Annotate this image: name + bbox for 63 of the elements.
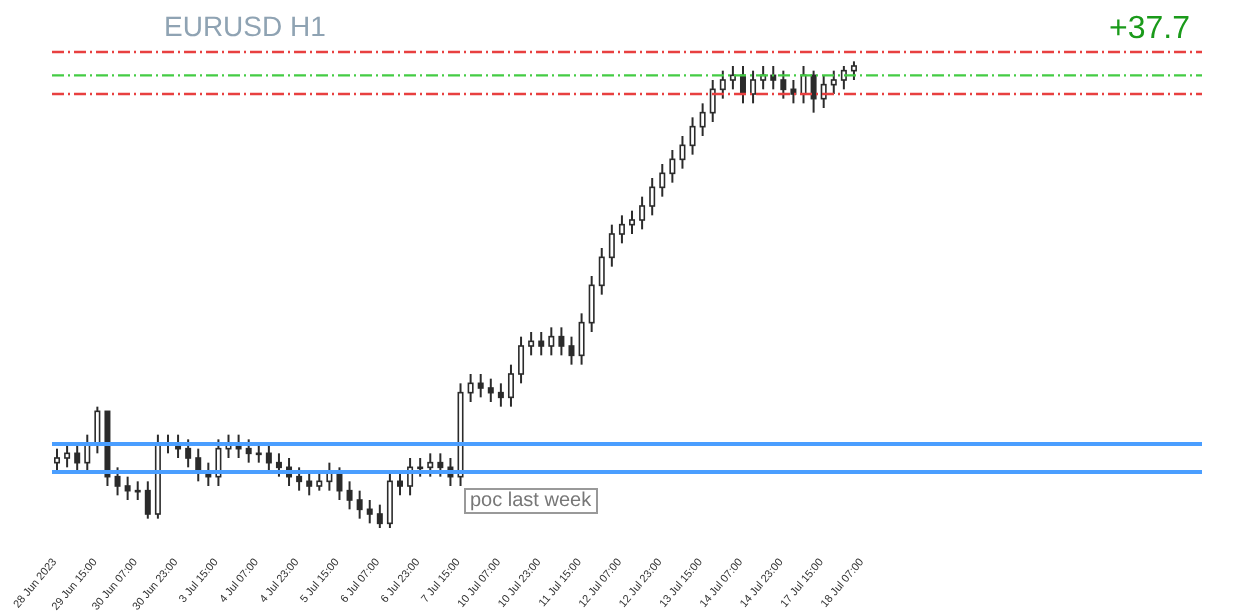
candlestick: [780, 69, 787, 100]
candlestick: [487, 377, 494, 403]
annotation: poc last week: [464, 488, 598, 514]
candlestick: [729, 65, 736, 91]
candlestick: [386, 471, 393, 528]
candlestick: [497, 382, 504, 408]
candlestick: [558, 326, 565, 357]
candlestick: [245, 438, 252, 464]
candlestick: [618, 214, 625, 245]
candlestick: [74, 443, 81, 473]
candlestick: [397, 471, 403, 497]
candlestick: [538, 331, 545, 357]
candlestick: [810, 69, 817, 114]
candlestick: [477, 373, 484, 399]
candlestick: [518, 335, 525, 385]
candlestick: [316, 471, 323, 492]
candlestick: [568, 335, 575, 366]
candlestick: [649, 177, 656, 217]
candlestick: [185, 438, 192, 469]
candlestick: [830, 69, 837, 95]
candlestick: [770, 65, 777, 91]
candlestick: [679, 135, 686, 170]
candlestick: [346, 480, 353, 511]
candlestick: [629, 209, 636, 235]
candlestick: [64, 443, 71, 469]
candlestick: [790, 79, 797, 105]
candlestick: [850, 60, 857, 81]
candlestick: [750, 69, 757, 105]
candlestick: [306, 471, 313, 497]
candlestick: [699, 102, 706, 137]
candlestick: [366, 499, 373, 525]
chart-title: EURUSD H1: [164, 10, 326, 42]
candlestick: [588, 275, 595, 333]
candlestick: [437, 452, 444, 478]
candlestick: [134, 480, 141, 501]
candlestick: [54, 447, 61, 473]
text: +37.7: [1109, 12, 1190, 48]
candlestick: [124, 475, 131, 501]
candlestick: [275, 452, 282, 478]
candlestick: [114, 466, 121, 497]
candlestick: [528, 331, 535, 357]
candlestick: [376, 503, 383, 528]
candlestick: [578, 312, 585, 366]
candlestick: [608, 223, 615, 268]
candlestick: [467, 373, 474, 403]
candlestick: [296, 466, 303, 492]
candlestick: [507, 363, 514, 408]
candlestick: [719, 69, 726, 100]
candlestick: [659, 163, 666, 198]
candlestick: [709, 79, 716, 123]
candlestick: [94, 405, 101, 455]
candlestick: [639, 195, 646, 231]
candlestick: [427, 452, 434, 478]
candlestick: [548, 326, 555, 357]
candlestick: [417, 457, 424, 478]
candlestick: [689, 116, 696, 156]
candlestick: [255, 443, 262, 464]
candlestick: [669, 149, 676, 184]
candlestick: [840, 65, 847, 91]
candlestick: [265, 443, 272, 473]
candlestick: [598, 247, 605, 296]
candlestick: [144, 480, 151, 520]
candlestick: [356, 489, 363, 520]
